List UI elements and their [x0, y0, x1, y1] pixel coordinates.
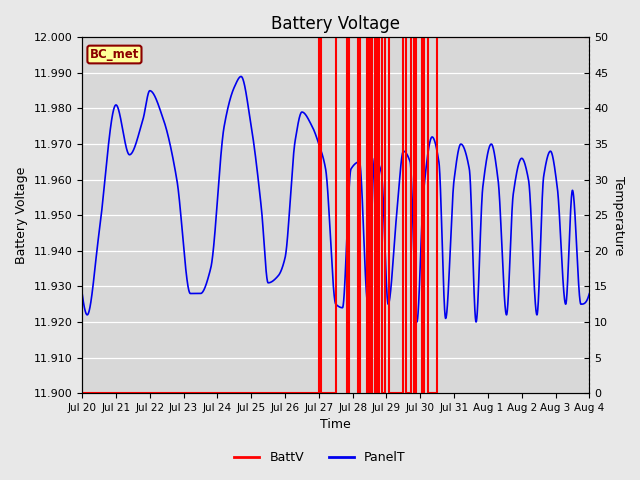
Y-axis label: Temperature: Temperature: [612, 176, 625, 255]
Text: BC_met: BC_met: [90, 48, 139, 61]
Title: Battery Voltage: Battery Voltage: [271, 15, 400, 33]
Y-axis label: Battery Voltage: Battery Voltage: [15, 167, 28, 264]
Legend: BattV, PanelT: BattV, PanelT: [229, 446, 411, 469]
X-axis label: Time: Time: [321, 419, 351, 432]
